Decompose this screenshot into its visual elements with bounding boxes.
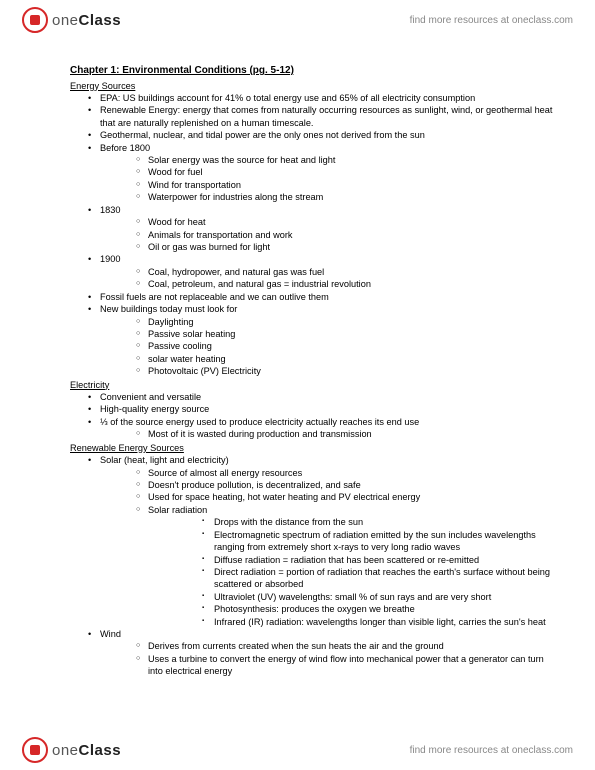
list-item: Used for space heating, hot water heatin… <box>136 491 555 503</box>
list-item: Electromagnetic spectrum of radiation em… <box>202 529 555 554</box>
list-item: Infrared (IR) radiation: wavelengths lon… <box>202 616 555 628</box>
list-item: Wood for heat <box>136 216 555 228</box>
bullet-text: Photovoltaic (PV) Electricity <box>148 366 261 376</box>
bullet-text: Waterpower for industries along the stre… <box>148 192 323 202</box>
bullet-text: Before 1800 <box>100 143 150 153</box>
list-item: Passive solar heating <box>136 328 555 340</box>
list-item: Wood for fuel <box>136 166 555 178</box>
list-item: Daylighting <box>136 316 555 328</box>
list-item: Diffuse radiation = radiation that has b… <box>202 554 555 566</box>
logo-icon <box>22 737 48 763</box>
section-heading: Energy Sources <box>70 80 555 92</box>
list-item: New buildings today must look for Dayligh… <box>88 303 555 378</box>
list-item: Renewable Energy: energy that comes from… <box>88 104 555 129</box>
list-item: Passive cooling <box>136 340 555 352</box>
bullet-text: Source of almost all energy resources <box>148 468 302 478</box>
list-item: Photovoltaic (PV) Electricity <box>136 365 555 377</box>
list-item: Source of almost all energy resources <box>136 467 555 479</box>
bullet-text: Geothermal, nuclear, and tidal power are… <box>100 130 425 140</box>
list-item: Doesn't produce pollution, is decentrali… <box>136 479 555 491</box>
bullet-text: Coal, hydropower, and natural gas was fu… <box>148 267 324 277</box>
bullet-text: Animals for transportation and work <box>148 230 293 240</box>
list-item: High-quality energy source <box>88 403 555 415</box>
list-item: Derives from currents created when the s… <box>136 640 555 652</box>
brand-logo[interactable]: oneClass <box>22 7 121 33</box>
bullet-text: Used for space heating, hot water heatin… <box>148 492 420 502</box>
bullet-text: Uses a turbine to convert the energy of … <box>148 654 544 676</box>
bullet-text: Doesn't produce pollution, is decentrali… <box>148 480 361 490</box>
list-item: Oil or gas was burned for light <box>136 241 555 253</box>
bullet-text: Wind <box>100 629 121 639</box>
section-heading: Renewable Energy Sources <box>70 442 555 454</box>
bullet-text: 1900 <box>100 254 120 264</box>
list-item: Ultraviolet (UV) wavelengths: small % of… <box>202 591 555 603</box>
bullet-text: Convenient and versatile <box>100 392 201 402</box>
bullet-text: Ultraviolet (UV) wavelengths: small % of… <box>214 592 491 602</box>
list-item: Convenient and versatile <box>88 391 555 403</box>
list-item: Coal, petroleum, and natural gas = indus… <box>136 278 555 290</box>
list-item: Most of it is wasted during production a… <box>136 428 555 440</box>
list-item: Photosynthesis: produces the oxygen we b… <box>202 603 555 615</box>
bullet-text: Solar radiation <box>148 505 207 515</box>
bullet-text: Infrared (IR) radiation: wavelengths lon… <box>214 617 546 627</box>
header-tagline[interactable]: find more resources at oneclass.com <box>410 15 573 26</box>
list-item: Uses a turbine to convert the energy of … <box>136 653 555 678</box>
list-item: Drops with the distance from the sun <box>202 516 555 528</box>
bullet-text: Photosynthesis: produces the oxygen we b… <box>214 604 415 614</box>
brand-logo-footer[interactable]: oneClass <box>22 737 121 763</box>
bullet-text: High-quality energy source <box>100 404 209 414</box>
header-bar: oneClass find more resources at oneclass… <box>0 0 595 40</box>
logo-icon <box>22 7 48 33</box>
bullet-text: Passive cooling <box>148 341 212 351</box>
footer-tagline[interactable]: find more resources at oneclass.com <box>410 745 573 756</box>
bullet-text: Diffuse radiation = radiation that has b… <box>214 555 479 565</box>
bullet-text: 1830 <box>100 205 120 215</box>
list-item: Geothermal, nuclear, and tidal power are… <box>88 129 555 141</box>
list-item: solar water heating <box>136 353 555 365</box>
bullet-text: Wood for heat <box>148 217 206 227</box>
bullet-text: New buildings today must look for <box>100 304 237 314</box>
list-item: Wind Derives from currents created when t… <box>88 628 555 678</box>
list-item: Waterpower for industries along the stre… <box>136 191 555 203</box>
list-item: Direct radiation = portion of radiation … <box>202 566 555 591</box>
list-item: Fossil fuels are not replaceable and we … <box>88 291 555 303</box>
bullet-text: Coal, petroleum, and natural gas = indus… <box>148 279 371 289</box>
bullet-text: Most of it is wasted during production a… <box>148 429 372 439</box>
bullet-text: ⅓ of the source energy used to produce e… <box>100 417 419 427</box>
bullet-text: Derives from currents created when the s… <box>148 641 444 651</box>
bullet-text: Renewable Energy: energy that comes from… <box>100 105 552 127</box>
bullet-text: Oil or gas was burned for light <box>148 242 270 252</box>
bullet-text: EPA: US buildings account for 41% o tota… <box>100 93 475 103</box>
bullet-text: Direct radiation = portion of radiation … <box>214 567 550 589</box>
document-body: Chapter 1: Environmental Conditions (pg.… <box>70 64 555 720</box>
list-item: EPA: US buildings account for 41% o tota… <box>88 92 555 104</box>
list-item: ⅓ of the source energy used to produce e… <box>88 416 555 441</box>
footer-bar: oneClass find more resources at oneclass… <box>0 730 595 770</box>
logo-text: oneClass <box>52 12 121 29</box>
bullet-text: Fossil fuels are not replaceable and we … <box>100 292 329 302</box>
bullet-text: Daylighting <box>148 317 193 327</box>
bullet-text: Electromagnetic spectrum of radiation em… <box>214 530 536 552</box>
list-item: Solar (heat, light and electricity) Sourc… <box>88 454 555 628</box>
bullet-text: Passive solar heating <box>148 329 235 339</box>
chapter-title: Chapter 1: Environmental Conditions (pg.… <box>70 64 555 78</box>
logo-text: oneClass <box>52 742 121 759</box>
bullet-text: Wind for transportation <box>148 180 241 190</box>
list-item: Before 1800 Solar energy was the source f… <box>88 142 555 204</box>
list-item: Coal, hydropower, and natural gas was fu… <box>136 266 555 278</box>
section-heading: Electricity <box>70 379 555 391</box>
list-item: Solar energy was the source for heat and… <box>136 154 555 166</box>
bullet-text: Solar (heat, light and electricity) <box>100 455 229 465</box>
bullet-text: Solar energy was the source for heat and… <box>148 155 335 165</box>
bullet-text: Drops with the distance from the sun <box>214 517 363 527</box>
bullet-text: solar water heating <box>148 354 226 364</box>
list-item: 1900 Coal, hydropower, and natural gas wa… <box>88 253 555 290</box>
list-item: Wind for transportation <box>136 179 555 191</box>
bullet-text: Wood for fuel <box>148 167 202 177</box>
list-item: Animals for transportation and work <box>136 229 555 241</box>
list-item: 1830 Wood for heat Animals for transportat… <box>88 204 555 254</box>
list-item: Solar radiation Drops with the distance f… <box>136 504 555 628</box>
